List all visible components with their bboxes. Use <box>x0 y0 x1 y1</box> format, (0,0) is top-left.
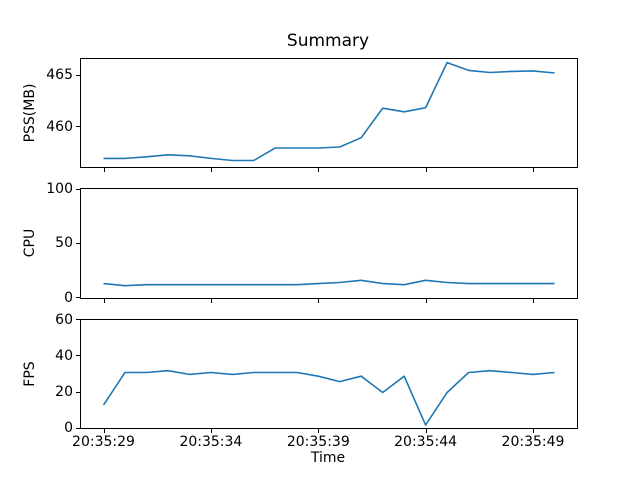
y-tick-mark <box>76 242 80 244</box>
x-tick-mark <box>425 429 427 434</box>
x-tick-label: 20:35:34 <box>179 434 243 451</box>
y-axis-label-fps: FPS <box>22 361 38 387</box>
y-tick-mark <box>76 427 80 429</box>
y-tick-mark <box>76 126 80 128</box>
y-tick-label: 20 <box>55 384 73 400</box>
x-tick-mark <box>533 298 534 303</box>
subplot-cpu: CPU 0 50 100 <box>22 181 578 306</box>
y-tick-label: 60 <box>55 311 73 328</box>
y-tick-mark <box>76 188 80 190</box>
x-tick-mark <box>210 429 212 434</box>
x-tick-label: 20:35:49 <box>501 434 565 451</box>
x-tick-label: 20:35:44 <box>394 434 458 451</box>
y-tick-label: 0 <box>64 420 73 437</box>
chart-title: Summary <box>286 31 370 51</box>
x-tick-mark <box>210 298 212 303</box>
x-tick-mark <box>103 168 105 173</box>
x-tick-mark <box>533 429 534 434</box>
y-tick-mark <box>76 391 80 393</box>
fps-line <box>102 369 555 426</box>
x-tick-label: 20:35:29 <box>72 434 135 451</box>
y-tick-label: 40 <box>55 347 73 364</box>
y-tick-mark <box>76 319 80 320</box>
y-tick-label: 465 <box>46 67 73 84</box>
pss-line <box>103 61 555 161</box>
x-tick-mark <box>318 429 320 434</box>
x-tick-label: 20:35:39 <box>286 434 350 451</box>
x-tick-mark <box>318 168 320 173</box>
x-tick-mark <box>210 168 212 173</box>
pss-plot-area <box>103 61 555 161</box>
x-tick-mark <box>533 168 534 173</box>
fps-plot-area <box>102 369 555 426</box>
y-tick-label: 100 <box>46 181 73 198</box>
y-tick-mark <box>76 355 80 357</box>
x-tick-mark <box>318 298 320 303</box>
y-tick-mark <box>76 74 80 76</box>
y-tick-label: 460 <box>46 118 73 135</box>
x-tick-mark <box>103 429 105 434</box>
cpu-line <box>103 279 555 287</box>
cpu-plot-area <box>103 279 555 287</box>
subplot-fps: FPS 20:35:29 20:35:34 20:35:39 20:35:44 20:3… <box>22 312 578 450</box>
x-tick-mark <box>425 168 427 173</box>
x-tick-mark <box>425 298 427 303</box>
y-tick-label: 50 <box>55 235 73 252</box>
y-axis-label-cpu: CPU <box>22 229 38 258</box>
subplot-pss: PSS(MB) 460 465 <box>22 57 578 173</box>
x-axis-label: Time <box>310 450 346 466</box>
y-axis-label-pss: PSS(MB) <box>22 83 38 143</box>
y-tick-label: 0 <box>64 289 73 306</box>
x-tick-mark <box>103 298 105 303</box>
y-tick-mark <box>76 297 80 299</box>
